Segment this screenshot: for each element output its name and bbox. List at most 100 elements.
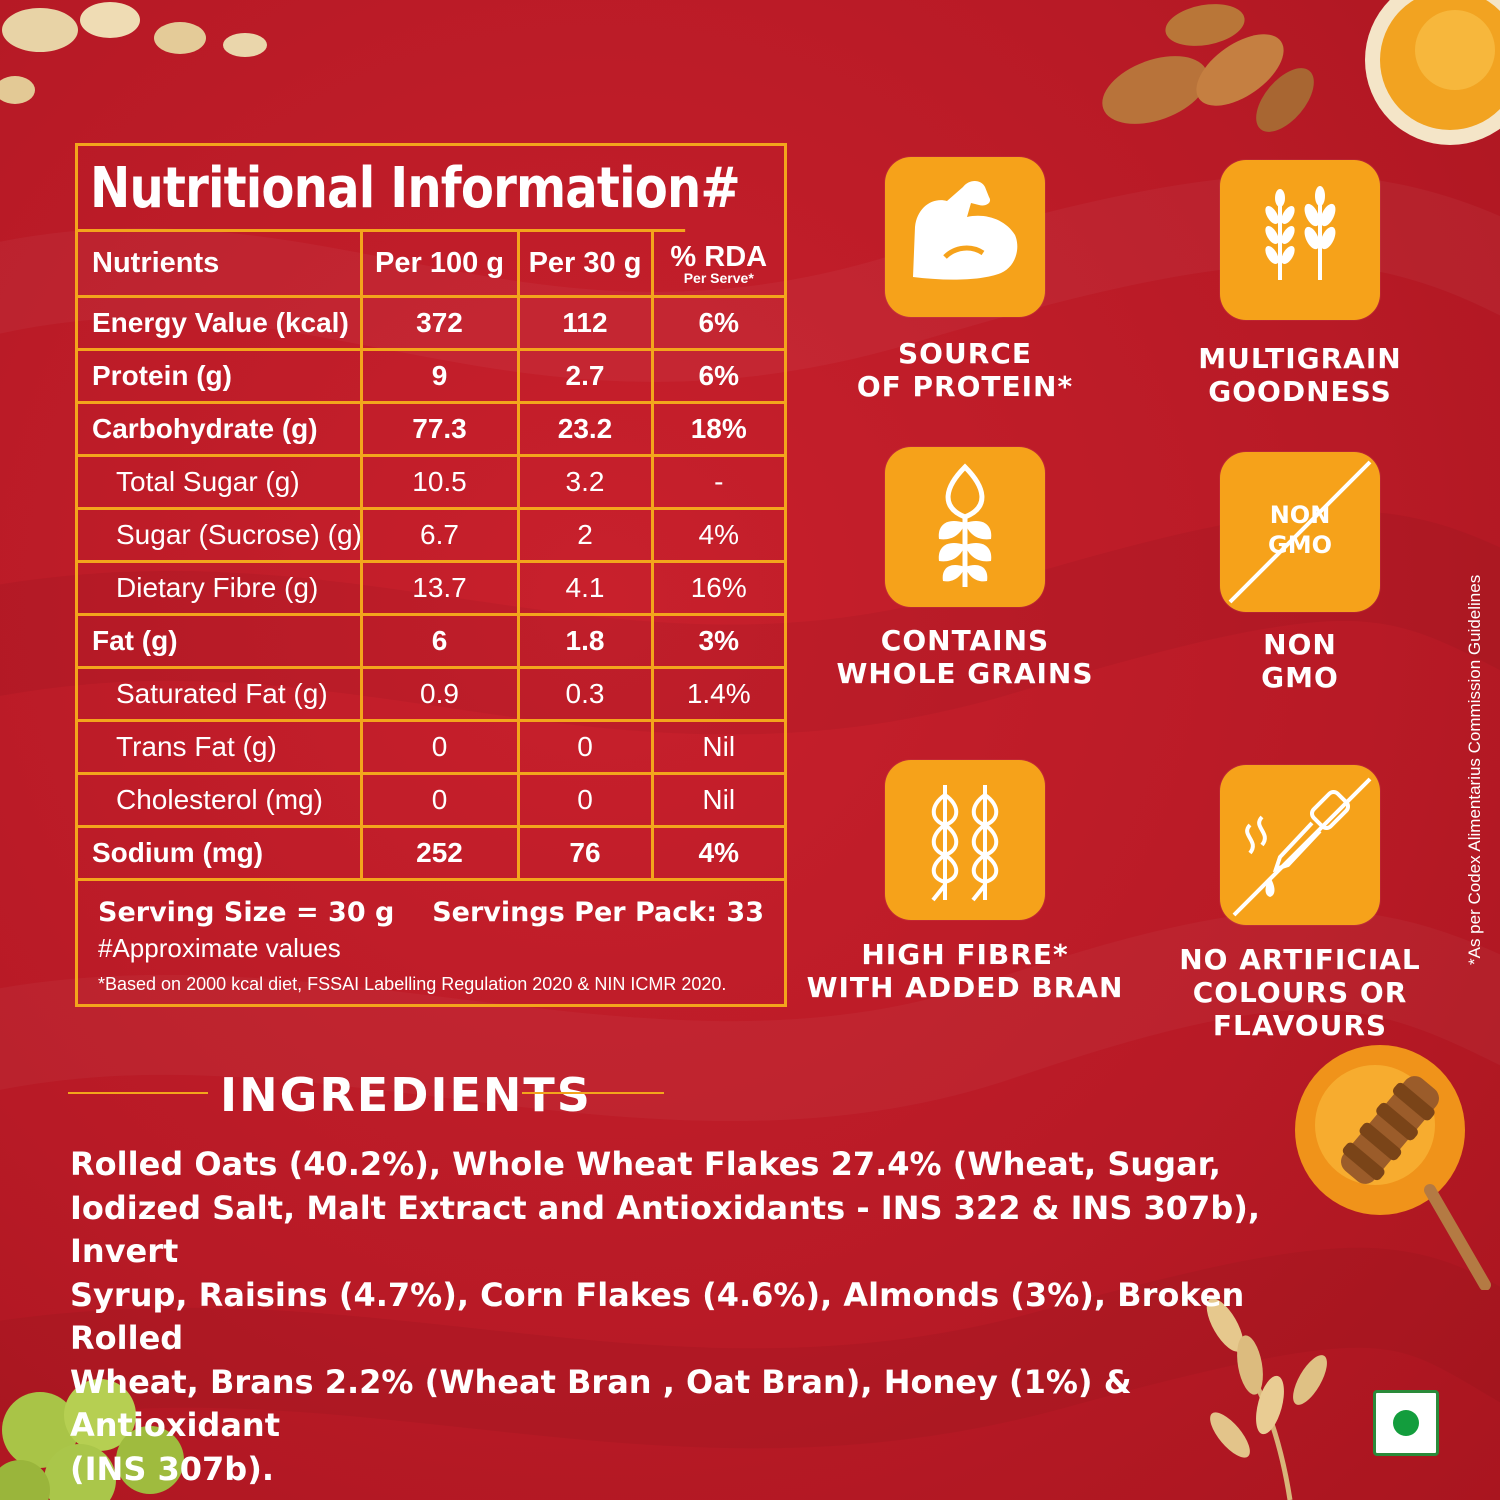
nutrition-footer: Serving Size = 30 g Servings Per Pack: 3… xyxy=(78,881,784,1011)
noartificial-label-line1: NO ARTIFICIAL xyxy=(1179,943,1421,976)
value-rda: - xyxy=(650,454,784,510)
nutrient-name: Cholesterol (mg) xyxy=(78,772,363,828)
honey-bowl-decoration xyxy=(1365,0,1500,145)
table-row: Energy Value (kcal) 372 112 6% xyxy=(78,295,784,351)
nongmo-inner-line1: NON xyxy=(1269,501,1331,529)
ingredients-text: Rolled Oats (40.2%), Whole Wheat Flakes … xyxy=(70,1143,1280,1491)
value-per-30g: 76 xyxy=(516,825,654,881)
nutrient-name: Protein (g) xyxy=(78,348,363,404)
wholegrain-label-line2: WHOLE GRAINS xyxy=(836,657,1094,690)
ingredients-line: Rolled Oats (40.2%), Whole Wheat Flakes … xyxy=(70,1145,1221,1183)
table-row: Carbohydrate (g) 77.3 23.2 18% xyxy=(78,401,784,457)
ingredients-line: Iodized Salt, Malt Extract and Antioxida… xyxy=(70,1188,1260,1271)
oat-flakes-decoration xyxy=(0,2,267,104)
value-rda: 16% xyxy=(650,560,784,616)
protein-label-line2: OF PROTEIN* xyxy=(856,370,1074,403)
table-row: Trans Fat (g) 0 0 Nil xyxy=(78,719,784,775)
fibre-label: HIGH FIBRE* WITH ADDED BRAN xyxy=(805,938,1125,1004)
value-rda: 6% xyxy=(650,295,784,351)
value-rda: 3% xyxy=(650,613,784,669)
fibre-badge xyxy=(885,760,1045,920)
fibre-label-line2: WITH ADDED BRAN xyxy=(806,971,1124,1004)
value-per-30g: 0 xyxy=(516,772,654,828)
value-per-100g: 6 xyxy=(359,613,520,669)
nongmo-label: NON GMO xyxy=(1140,628,1460,694)
table-row: Dietary Fibre (g) 13.7 4.1 16% xyxy=(78,560,784,616)
value-per-30g: 2 xyxy=(516,507,654,563)
rda-basis-note: *Based on 2000 kcal diet, FSSAI Labellin… xyxy=(98,974,727,994)
ingredients-rule-right xyxy=(522,1092,664,1094)
value-per-30g: 4.1 xyxy=(516,560,654,616)
table-row: Total Sugar (g) 10.5 3.2 - xyxy=(78,454,784,510)
value-per-30g: 0 xyxy=(516,719,654,775)
value-rda: 4% xyxy=(650,825,784,881)
nutrient-name: Dietary Fibre (g) xyxy=(78,560,363,616)
nutrient-name: Saturated Fat (g) xyxy=(78,666,363,722)
wheat-grain-icon xyxy=(938,463,992,587)
value-per-30g: 0.3 xyxy=(516,666,654,722)
multigrain-label-line1: MULTIGRAIN xyxy=(1198,342,1402,375)
noartificial-label: NO ARTIFICIAL COLOURS OR FLAVOURS xyxy=(1140,943,1460,1042)
value-per-100g: 9 xyxy=(359,348,520,404)
wholegrain-label-line1: CONTAINS xyxy=(880,624,1050,657)
grain-stalks-icon xyxy=(1265,186,1336,280)
value-per-100g: 0.9 xyxy=(359,666,520,722)
value-rda: 6% xyxy=(650,348,784,404)
header-rda-sub: Per Serve* xyxy=(683,269,754,286)
table-row: Saturated Fat (g) 0.9 0.3 1.4% xyxy=(78,666,784,722)
grapes-decoration xyxy=(0,1379,184,1500)
value-rda: 18% xyxy=(650,401,784,457)
servings-per-pack: Servings Per Pack: 33 xyxy=(432,897,764,928)
table-row: Sodium (mg) 252 76 4% xyxy=(78,825,784,881)
ingredients-line: Syrup, Raisins (4.7%), Corn Flakes (4.6%… xyxy=(70,1275,1245,1358)
nutrition-title: Nutritional Information# xyxy=(78,146,741,232)
multigrain-badge xyxy=(1220,160,1380,320)
protein-label: SOURCE OF PROTEIN* xyxy=(805,337,1125,403)
almonds-decoration xyxy=(1102,4,1314,132)
veg-dot xyxy=(1393,1410,1419,1436)
nutrient-name: Trans Fat (g) xyxy=(78,719,363,775)
serving-size: Serving Size = 30 g xyxy=(98,897,395,928)
approximate-note: #Approximate values xyxy=(98,933,341,963)
noartificial-badge xyxy=(1220,765,1380,925)
header-rda: % RDA Per Serve* xyxy=(650,232,784,298)
ingredients-line: (INS 307b). xyxy=(70,1449,274,1488)
value-per-100g: 77.3 xyxy=(359,401,520,457)
header-per-30g: Per 30 g xyxy=(516,232,654,298)
nutrient-name: Energy Value (kcal) xyxy=(78,295,363,351)
table-row: Protein (g) 9 2.7 6% xyxy=(78,348,784,404)
wholegrain-label: CONTAINS WHOLE GRAINS xyxy=(805,624,1125,690)
nutrient-name: Fat (g) xyxy=(78,613,363,669)
value-per-100g: 0 xyxy=(359,719,520,775)
multigrain-label-line2: GOODNESS xyxy=(1208,375,1392,408)
value-per-30g: 23.2 xyxy=(516,401,654,457)
non-gmo-icon xyxy=(1228,460,1372,604)
value-per-100g: 6.7 xyxy=(359,507,520,563)
codex-side-note: *As per Codex Alimentarius Commission Gu… xyxy=(1465,574,1484,965)
nutrient-name: Total Sugar (g) xyxy=(78,454,363,510)
nutrient-name: Carbohydrate (g) xyxy=(78,401,363,457)
value-rda: Nil xyxy=(650,772,784,828)
honey-dipper-decoration xyxy=(1295,1045,1491,1290)
value-rda: 1.4% xyxy=(650,666,784,722)
value-per-100g: 252 xyxy=(359,825,520,881)
nongmo-inner-line2: GMO xyxy=(1268,531,1332,559)
value-per-30g: 3.2 xyxy=(516,454,654,510)
value-per-30g: 2.7 xyxy=(516,348,654,404)
multigrain-label: MULTIGRAIN GOODNESS xyxy=(1140,342,1460,408)
header-per-100g: Per 100 g xyxy=(359,232,520,298)
value-per-100g: 10.5 xyxy=(359,454,520,510)
dropper-icon xyxy=(1232,777,1372,917)
nongmo-label-line2: GMO xyxy=(1261,661,1339,694)
protein-label-line1: SOURCE xyxy=(898,337,1032,370)
ingredients-line: Wheat, Brans 2.2% (Wheat Bran , Oat Bran… xyxy=(70,1362,1132,1445)
header-nutrients: Nutrients xyxy=(78,232,363,298)
ingredients-rule-left xyxy=(68,1092,208,1094)
value-per-100g: 13.7 xyxy=(359,560,520,616)
table-row: Fat (g) 6 1.8 3% xyxy=(78,613,784,669)
nutrient-name: Sugar (Sucrose) (g) xyxy=(78,507,363,563)
wholegrain-badge xyxy=(885,447,1045,607)
fibre-label-line1: HIGH FIBRE* xyxy=(861,938,1069,971)
oat-stalk-decoration xyxy=(1206,1298,1327,1500)
protein-badge xyxy=(885,157,1045,317)
